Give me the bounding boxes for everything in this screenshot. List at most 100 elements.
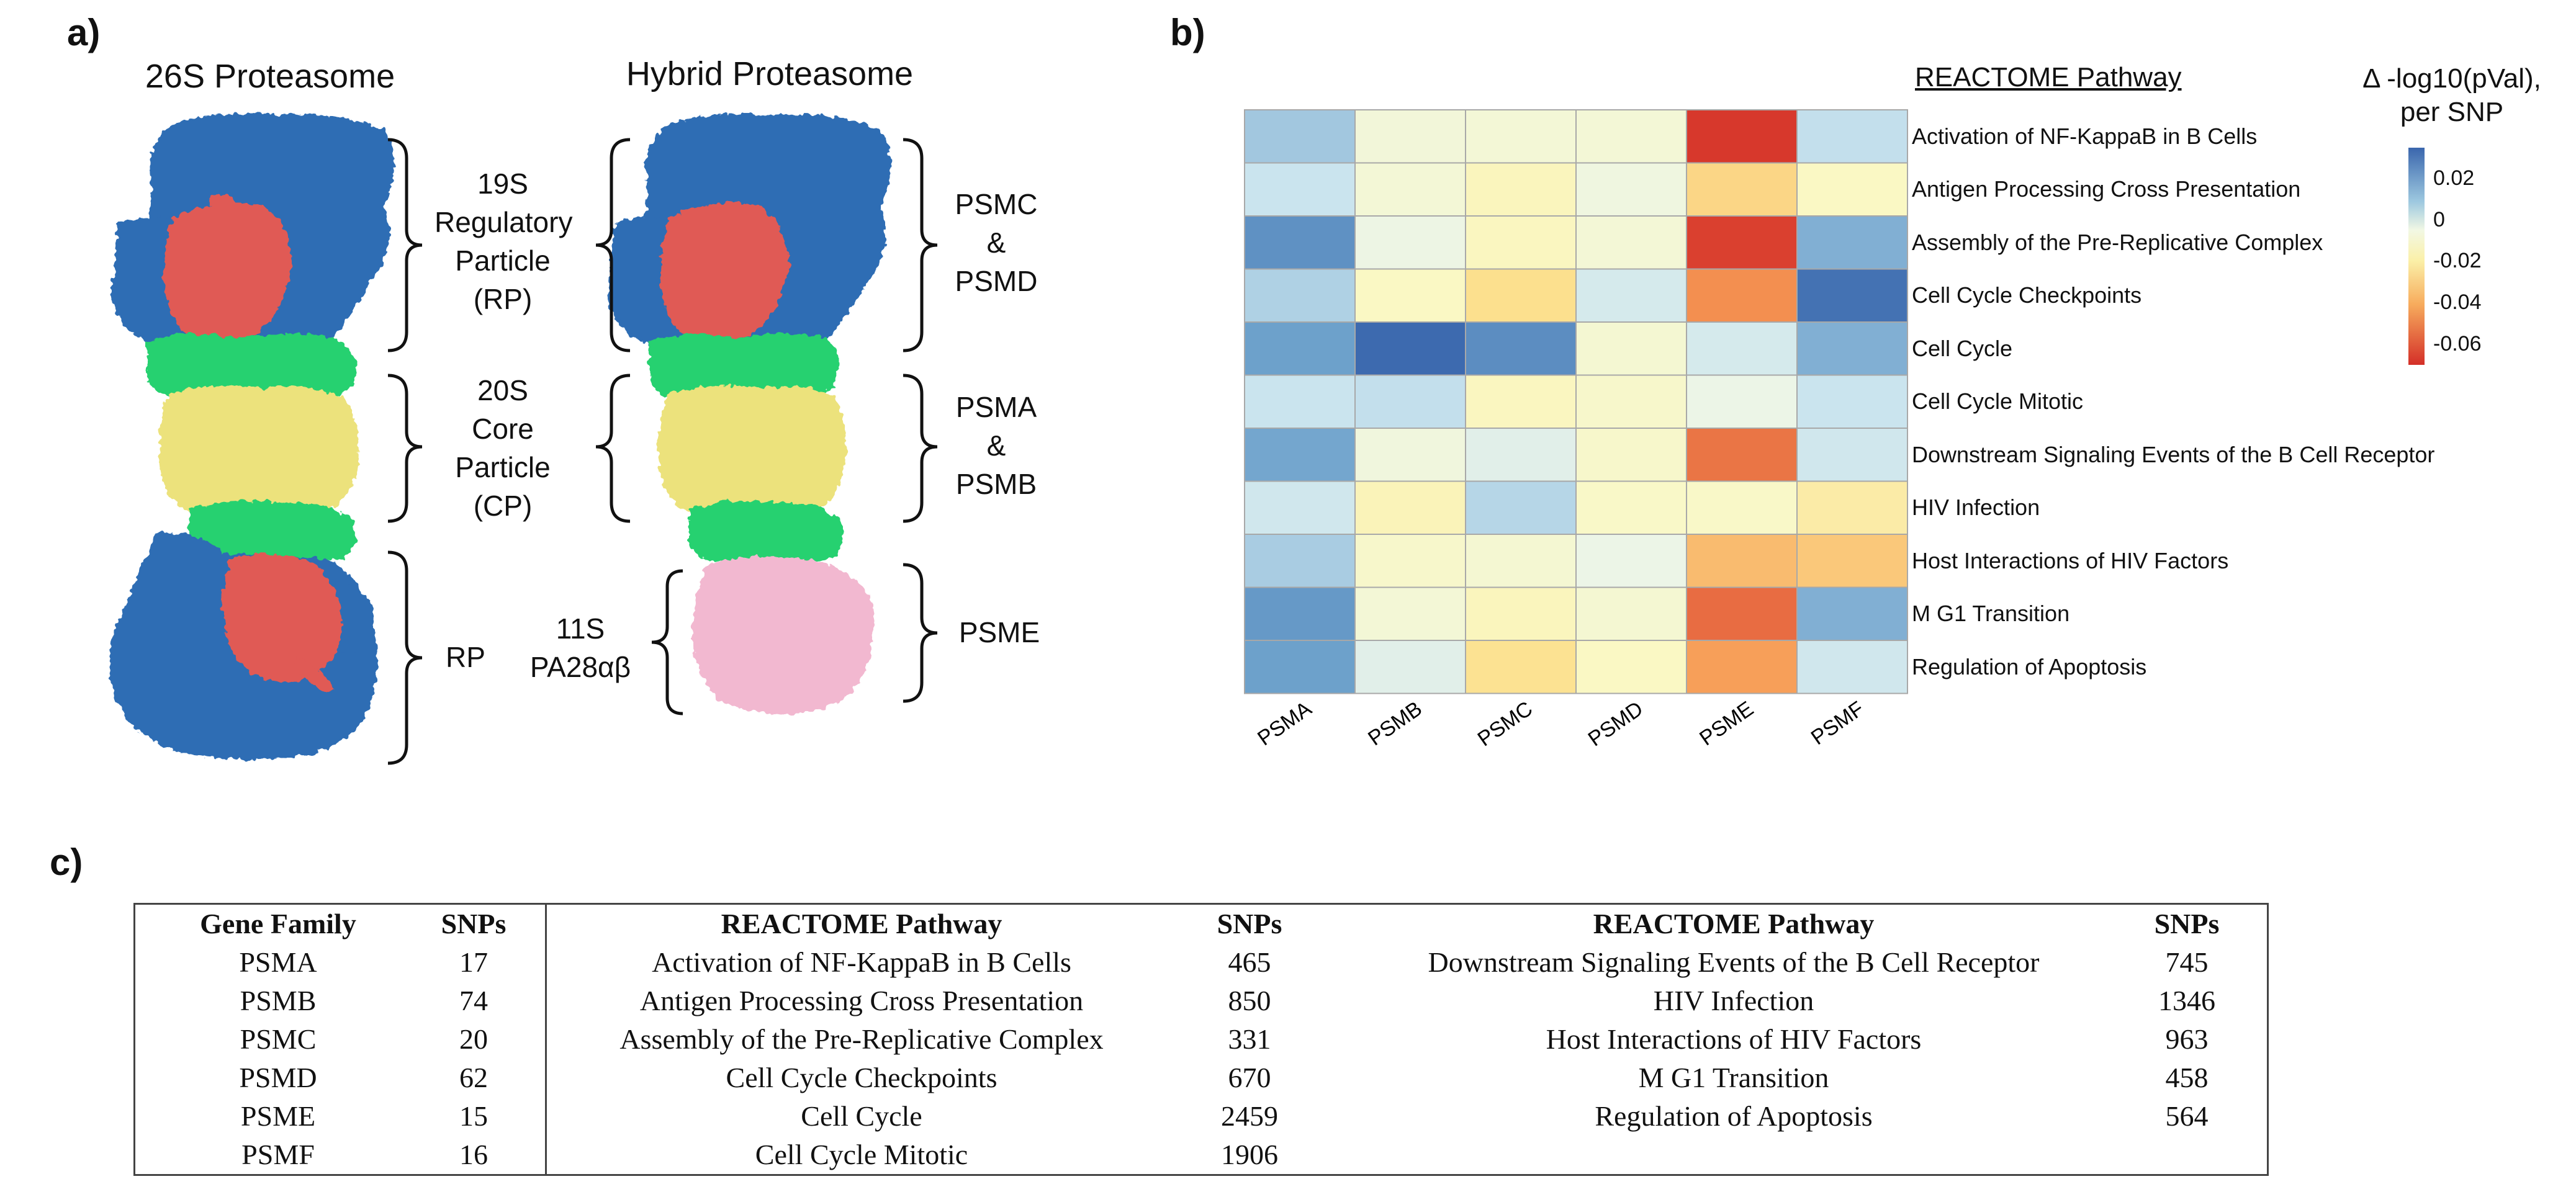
- x-tick-label: PSMC: [1474, 697, 1537, 751]
- heatmap-cell: [1575, 215, 1687, 270]
- heatmap-cell: [1465, 534, 1577, 588]
- heatmap-cell: [1354, 109, 1466, 164]
- label-line: Particle: [455, 244, 551, 277]
- heatmap-cell: [1244, 428, 1356, 482]
- panel-label-b: b): [1170, 12, 1205, 53]
- table-divider: [545, 905, 547, 1174]
- table-cell: Regulation of Apoptosis: [1595, 1100, 1873, 1132]
- table-header: SNPs: [441, 908, 507, 939]
- table-cell: Downstream Signaling Events of the B Cel…: [1428, 946, 2040, 978]
- heatmap-title: REACTOME Pathway: [1915, 62, 2182, 92]
- heatmap-cell: [1244, 374, 1356, 429]
- pa28-cap: [692, 556, 874, 714]
- heatmap: PSMA PSMB PSMC PSMD PSME PSMF: [1244, 109, 1908, 751]
- rp-top-lid: [164, 203, 292, 341]
- table-cell: 2459: [1221, 1100, 1278, 1132]
- heatmap-cell: [1354, 215, 1466, 270]
- table-cell: PSMF: [241, 1139, 315, 1170]
- hybrid-rp-lid: [660, 203, 788, 341]
- table-header: SNPs: [2154, 908, 2220, 939]
- panel-label-a: a): [67, 12, 101, 53]
- label-line: PA28αβ: [529, 651, 631, 683]
- heatmap-cell: [1796, 640, 1908, 694]
- x-tick-label: PSME: [1695, 697, 1758, 750]
- heatmap-cell: [1244, 640, 1356, 694]
- heatmap-cell: [1575, 428, 1687, 482]
- label-line: 11S: [556, 612, 605, 645]
- alpha-ring-bottom: [189, 500, 356, 564]
- heatmap-cell: [1796, 534, 1908, 588]
- heatmap-cell: [1465, 374, 1577, 429]
- heatmap-cell: [1686, 268, 1798, 323]
- heatmap-cell: [1575, 480, 1687, 535]
- bracket-cp-left: [387, 374, 423, 523]
- pathway-label: Activation of NF-KappaB in B Cells: [1912, 123, 2258, 149]
- label-line: Regulatory: [435, 206, 573, 238]
- heatmap-cell: [1465, 215, 1577, 270]
- label-line: &: [986, 226, 1006, 259]
- heatmap-cell: [1575, 534, 1687, 588]
- table-cell: 850: [1228, 985, 1271, 1016]
- label-line: PSMA: [955, 391, 1037, 423]
- heatmap-cell: [1686, 109, 1798, 164]
- table-cell: Cell Cycle Mitotic: [755, 1139, 968, 1170]
- heatmap-cell: [1575, 109, 1687, 164]
- heatmap-cell: [1686, 640, 1798, 694]
- table-header: Gene Family: [200, 908, 356, 939]
- table-cell: 465: [1228, 946, 1271, 978]
- table-cell: 20: [459, 1023, 488, 1055]
- colorbar-tick-label: 0.02: [2433, 166, 2475, 190]
- heatmap-cell: [1686, 480, 1798, 535]
- title-hybrid-proteasome: Hybrid Proteasome: [626, 55, 914, 92]
- heatmap-cell: [1465, 162, 1577, 217]
- heatmap-cell: [1796, 480, 1908, 535]
- heatmap-cell: [1575, 374, 1687, 429]
- bracket-psme: [903, 563, 938, 703]
- table-cell: 564: [2165, 1100, 2209, 1132]
- table-cell: 1346: [2158, 985, 2215, 1016]
- pathway-label: Regulation of Apoptosis: [1912, 653, 2147, 679]
- heatmap-cell: [1244, 586, 1356, 641]
- table-cell: Antigen Processing Cross Presentation: [639, 985, 1084, 1016]
- heatmap-cell: [1686, 321, 1798, 376]
- table-cell: Activation of NF-KappaB in B Cells: [652, 946, 1071, 978]
- heatmap-cell: [1686, 162, 1798, 217]
- heatmap-cell: [1465, 428, 1577, 482]
- heatmap-cell: [1465, 109, 1577, 164]
- table-cell: 670: [1228, 1062, 1271, 1093]
- table-header: REACTOME Pathway: [721, 908, 1002, 939]
- bracket-cp-hybrid-left: [595, 374, 631, 523]
- pathway-label: Antigen Processing Cross Presentation: [1912, 176, 2301, 202]
- heatmap-cell: [1354, 480, 1466, 535]
- table-header: SNPs: [1217, 908, 1282, 939]
- heatmap-cell: [1244, 321, 1356, 376]
- heatmap-cell: [1354, 586, 1466, 641]
- heatmap-cell: [1686, 215, 1798, 270]
- heatmap-cell: [1686, 374, 1798, 429]
- heatmap-cell: [1796, 215, 1908, 270]
- bracket-pa28-left: [651, 569, 683, 715]
- label-line: Particle: [455, 451, 551, 483]
- rp-bottom-lid-tail: [292, 658, 335, 695]
- x-tick-label: PSMA: [1253, 697, 1316, 751]
- heatmap-cell: [1244, 215, 1356, 270]
- label-20s-cp: 20S Core Particle (CP): [435, 371, 571, 525]
- heatmap-cell: [1465, 268, 1577, 323]
- label-line: 20S: [477, 374, 528, 406]
- heatmap-cell: [1244, 162, 1356, 217]
- hybrid-beta-rings: [658, 385, 847, 523]
- heatmap-cell: [1354, 321, 1466, 376]
- colorbar-label-line: per SNP: [2400, 97, 2504, 127]
- table-cell: PSMC: [240, 1023, 317, 1055]
- label-line: Core: [472, 413, 534, 445]
- bracket-rp-top-hybrid-left: [595, 138, 631, 352]
- heatmap-cell: [1465, 586, 1577, 641]
- colorbar-tick-label: -0.02: [2433, 249, 2482, 273]
- pathway-label: Cell Cycle Checkpoints: [1912, 282, 2142, 308]
- heatmap-cell: [1354, 374, 1466, 429]
- heatmap-cell: [1686, 586, 1798, 641]
- heatmap-cell: [1796, 374, 1908, 429]
- table-cell: Cell Cycle: [801, 1100, 922, 1132]
- table-cell: PSMD: [239, 1062, 317, 1093]
- x-tick-label: PSMD: [1584, 697, 1647, 751]
